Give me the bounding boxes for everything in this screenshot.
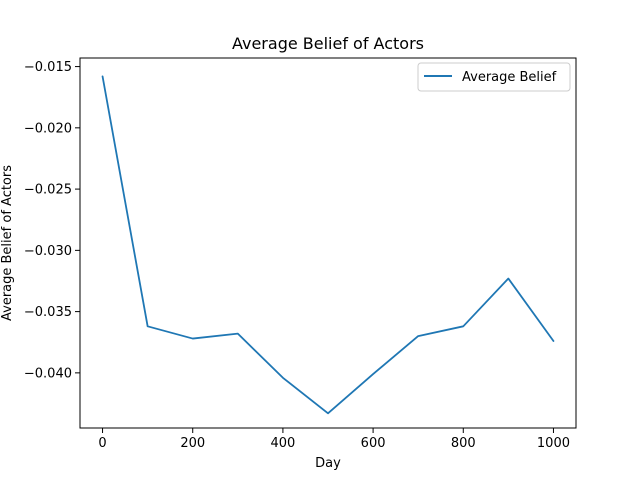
- x-tick-label: 0: [98, 436, 106, 451]
- y-tick-label: −0.035: [24, 305, 72, 320]
- chart-title: Average Belief of Actors: [232, 34, 424, 53]
- series-line: [101, 75, 555, 415]
- plot-frame: [79, 57, 577, 429]
- y-tick-label: −0.025: [24, 183, 72, 198]
- x-axis: 0 200 400 600 800 1000: [98, 428, 570, 451]
- legend-label: Average Belief: [462, 70, 557, 85]
- y-tick-label: −0.020: [24, 121, 72, 136]
- legend: Average Belief: [417, 62, 571, 92]
- x-tick-label: 600: [361, 436, 386, 451]
- plot-background: [80, 58, 576, 428]
- x-tick-label: 1000: [537, 436, 570, 451]
- y-tick-label: −0.015: [24, 60, 72, 75]
- y-tick-label: −0.030: [24, 244, 72, 259]
- y-tick-label: −0.040: [24, 366, 72, 381]
- x-axis-title: Day: [315, 456, 341, 471]
- y-axis: −0.040 −0.035 −0.030 −0.025 −0.020 −0.015: [24, 60, 80, 381]
- x-tick-label: 200: [180, 436, 205, 451]
- x-tick-label: 800: [451, 436, 476, 451]
- legend-box: [417, 62, 571, 92]
- series-group: [101, 75, 555, 415]
- plot-area: [79, 57, 577, 429]
- y-axis-title: Average Belief of Actors: [0, 165, 15, 321]
- x-tick-label: 400: [270, 436, 295, 451]
